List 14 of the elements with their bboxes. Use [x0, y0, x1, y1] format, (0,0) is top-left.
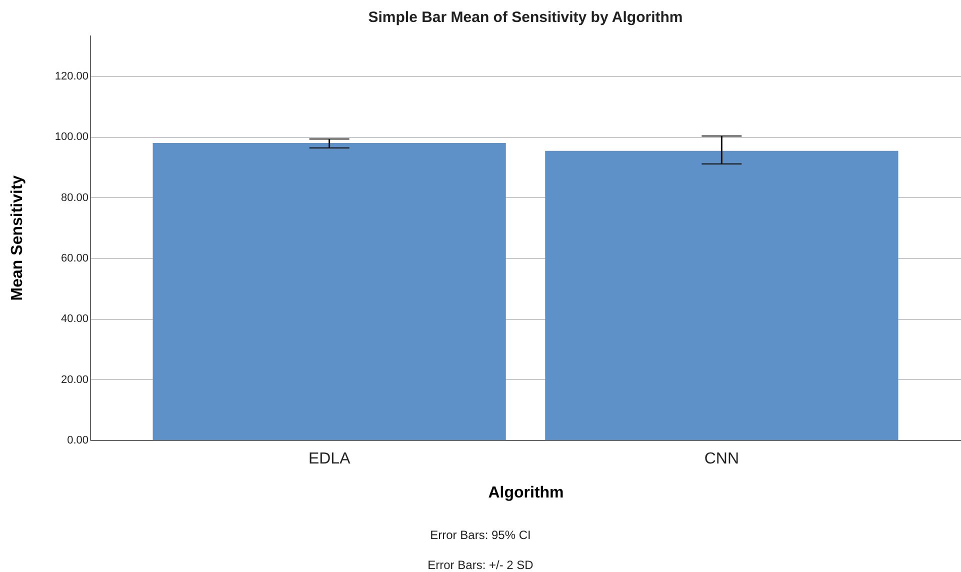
x-axis-title: Algorithm [488, 484, 564, 502]
x-tick-label: EDLA [308, 450, 351, 468]
x-tick-label: CNN [704, 450, 740, 468]
y-axis-title: Mean Sensitivity [8, 175, 26, 301]
y-tick-label: 120.00 [54, 70, 88, 82]
text: Error Bars: +/- 2 SD [426, 557, 534, 572]
y-tick-label: 80.00 [60, 192, 88, 204]
y-tick-label: 0.00 [67, 434, 88, 446]
y-tick-label: 100.00 [54, 131, 88, 144]
y-tick-label: 20.00 [60, 374, 88, 386]
chart-title: Simple Bar Mean of Sensitivity by Algorithm [368, 9, 683, 26]
y-tick-label: 60.00 [60, 252, 88, 264]
y-tick-label: 40.00 [60, 313, 88, 326]
text: Error Bars: 95% CI [429, 527, 532, 544]
